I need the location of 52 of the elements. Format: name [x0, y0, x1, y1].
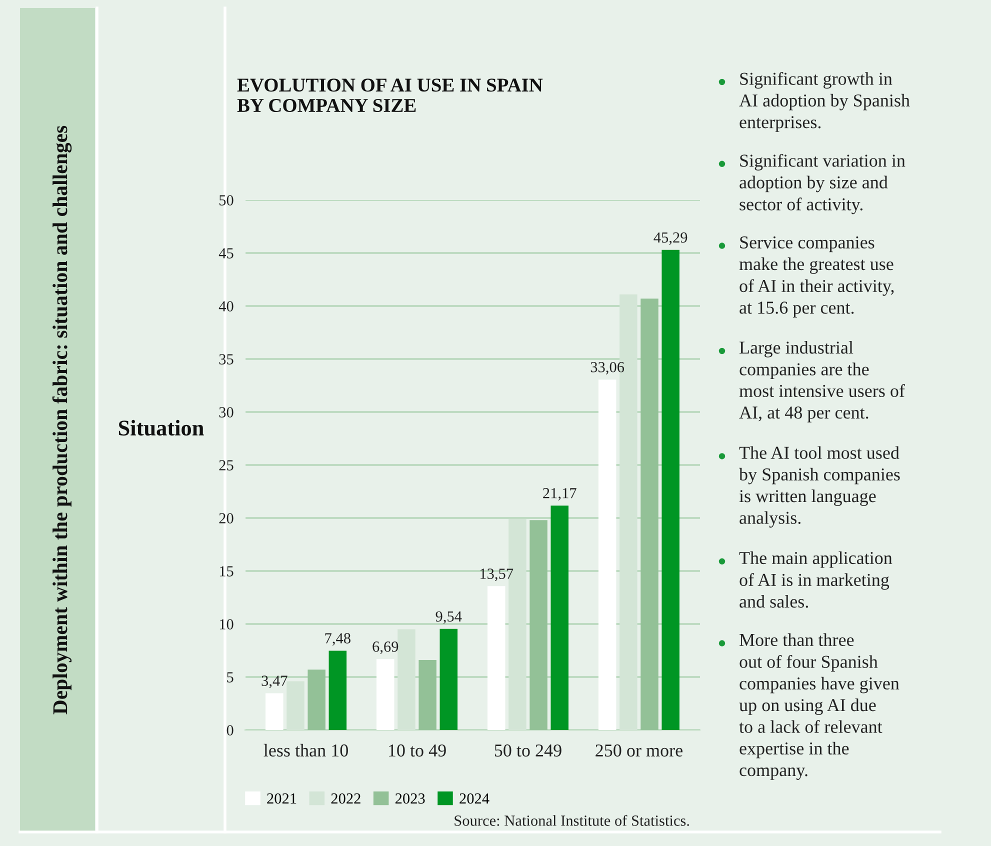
text: Significant variation in adoption by size and sector of activity. — [740, 154, 906, 214]
y-tick-label: 45 — [218, 248, 234, 258]
data-label: 6,69 — [372, 642, 398, 654]
data-label: 13,57 — [480, 568, 514, 582]
y-tick-label: 0 — [226, 725, 234, 736]
y-tick-label: 50 — [220, 195, 234, 206]
y-tick-label: 25 — [219, 460, 234, 470]
data-label: 45,29 — [654, 232, 688, 245]
text: More than three out of four Spanish companies have given up on using AI due to a lack of relevant expertise in the company. — [739, 633, 900, 780]
bar — [487, 586, 506, 730]
source-note: Source: National Institute of Statistics. — [454, 814, 689, 826]
text: Deployment within the production fabric: situation and challenges — [52, 126, 72, 714]
bar — [308, 670, 326, 730]
bar — [550, 506, 568, 730]
data-label: 7,48 — [325, 633, 350, 646]
legend-label: 2021 — [267, 793, 296, 804]
legend-label: 2023 — [395, 793, 425, 804]
bar — [418, 660, 436, 730]
legend-label: 2022 — [331, 793, 360, 804]
y-tick-label: 35 — [219, 354, 234, 364]
bar — [398, 629, 416, 730]
y-tick-label: 15 — [220, 566, 234, 576]
text: Significant growth in AI adoption by Spanish enterprises. — [739, 72, 910, 132]
bar — [662, 250, 680, 730]
y-tick-label: 20 — [219, 513, 234, 524]
bar — [376, 659, 394, 730]
y-tick-label: 10 — [220, 619, 234, 630]
data-label: 21,17 — [543, 488, 576, 501]
data-label: 33,06 — [590, 362, 624, 374]
data-label: 3,47 — [262, 676, 288, 688]
y-tick-label: 5 — [227, 672, 234, 682]
bar — [440, 628, 458, 730]
bar — [598, 380, 616, 730]
x-tick-label: less than 10 — [264, 744, 348, 757]
bar — [640, 298, 658, 730]
bar — [266, 693, 284, 730]
bar — [286, 681, 304, 730]
legend-label: 2024 — [460, 793, 490, 804]
bar — [328, 650, 347, 730]
data-label: 9,54 — [436, 611, 462, 624]
x-tick-label: 250 or more — [596, 744, 682, 757]
text: The main application of AI is in marketing and sales. — [739, 551, 892, 608]
text: Large industrial companies are the most intensive users of AI, at 48 per cent. — [739, 341, 905, 422]
x-tick-label: 50 to 249 — [494, 744, 562, 757]
y-tick-label: 40 — [218, 301, 234, 312]
bar — [530, 520, 548, 730]
text: Service companies make the greatest use of AI in their activity, at 15.6 per cent. — [739, 236, 894, 318]
chart-title: EVOLUTION OF AI USE IN SPAIN BY COMPANY SIZE — [237, 78, 543, 112]
x-tick-label: 10 to 49 — [389, 744, 446, 757]
text: Situation — [118, 420, 204, 436]
text: The AI tool most used by Spanish companies is written language analysis. — [739, 446, 900, 528]
y-tick-label: 30 — [219, 407, 234, 418]
